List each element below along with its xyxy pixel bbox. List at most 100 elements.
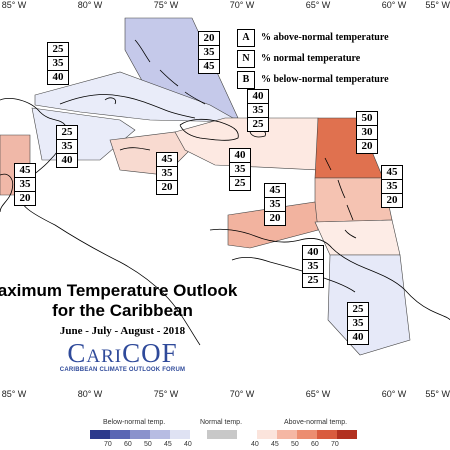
longitude-labels-top: 85° W 80° W 75° W 70° W 65° W 60° W 55° W (2, 0, 450, 10)
prob-box-lesser-antilles-south: 45 35 20 (381, 165, 403, 208)
legend-key-normal: N (237, 49, 255, 68)
colorbar-swatch (110, 430, 130, 439)
legend-key-above: A (237, 28, 255, 47)
prob-box-lesser-antilles-north: 50 30 20 (356, 111, 378, 154)
prob-below: 20 (386, 194, 398, 206)
prob-below: 45 (203, 60, 215, 72)
prob-normal: 35 (48, 57, 68, 71)
colorbar-below (90, 430, 190, 439)
region-cuba (34, 71, 241, 123)
longitude-label: 85° W (2, 389, 27, 399)
colorbar-tick: 60 (311, 441, 319, 448)
prob-normal: 35 (265, 198, 285, 212)
prob-below: 40 (61, 154, 73, 166)
prob-box-trinidad: 40 35 25 (302, 245, 324, 288)
prob-above: 20 (199, 32, 219, 46)
colorbar-tick: 60 (124, 441, 132, 448)
prob-below: 40 (52, 71, 64, 83)
prob-above: 45 (382, 166, 402, 180)
colorbar-tick: 50 (291, 441, 299, 448)
prob-normal: 35 (157, 167, 177, 181)
longitude-label: 70° W (230, 0, 255, 10)
prob-normal: 35 (248, 104, 268, 118)
colorbar-tick: 70 (104, 441, 112, 448)
title-line-1: Maximum Temperature Outlook (0, 281, 238, 300)
longitude-label: 65° W (306, 0, 331, 10)
prob-box-guianas: 25 35 40 (347, 302, 369, 345)
legend-text-below: % below-normal temperature (261, 74, 389, 85)
region-jamaica (109, 131, 191, 176)
category-legend: A % above-normal temperature N % normal … (237, 27, 389, 90)
colorbar-swatch (257, 430, 277, 439)
legend-text-normal: % normal temperature (261, 53, 361, 64)
colorbar-tick: 50 (144, 441, 152, 448)
colorbar-swatch (317, 430, 337, 439)
colorbar-swatch (130, 430, 150, 439)
prob-above: 45 (15, 164, 35, 178)
prob-below: 25 (252, 118, 264, 130)
prob-below: 20 (361, 140, 373, 152)
caricof-subtitle: CARIBBEAN CLIMATE OUTLOOK FORUM (59, 367, 186, 373)
legend-text-above: % above-normal temperature (261, 32, 389, 43)
prob-above: 25 (48, 43, 68, 57)
legend-key-below: B (237, 70, 255, 89)
prob-box-hispaniola: 40 35 25 (229, 148, 251, 191)
colorbar-swatch (297, 430, 317, 439)
colorbar-tick: 45 (271, 441, 279, 448)
prob-box-central-america: 45 35 20 (14, 163, 36, 206)
prob-above: 50 (357, 112, 377, 126)
colorbar-tick: 70 (331, 441, 339, 448)
prob-above: 25 (348, 303, 368, 317)
region-trinidad (314, 219, 401, 256)
longitude-label: 65° W (306, 389, 331, 399)
colorbar-tick: 40 (251, 441, 259, 448)
longitude-label: 60° W (382, 0, 407, 10)
colorbar-swatch (150, 430, 170, 439)
longitude-label: 80° W (78, 389, 103, 399)
prob-normal: 30 (357, 126, 377, 140)
longitude-label: 80° W (78, 0, 103, 10)
title-block: Maximum Temperature Outlook for the Cari… (0, 281, 245, 373)
prob-box-cayman: 25 35 40 (56, 125, 78, 168)
colorbar-tick: 45 (164, 441, 172, 448)
longitude-label: 55° W (425, 389, 450, 399)
colorbar-swatch (277, 430, 297, 439)
colorbar-above (257, 430, 357, 439)
legend-row-below: B % below-normal temperature (237, 69, 389, 90)
prob-normal: 35 (382, 180, 402, 194)
longitude-label: 70° W (230, 389, 255, 399)
prob-normal: 35 (303, 260, 323, 274)
season-dates: June - July - August - 2018 (59, 325, 186, 337)
prob-below: 20 (161, 181, 173, 193)
prob-box-turks-caicos: 40 35 25 (247, 89, 269, 132)
prob-box-abc-islands: 45 35 20 (264, 183, 286, 226)
longitude-label: 85° W (2, 0, 27, 10)
title-line-2: for the Caribbean (52, 301, 193, 320)
colorbar-tick: 40 (184, 441, 192, 448)
legend-row-above: A % above-normal temperature (237, 27, 389, 48)
legend-row-normal: N % normal temperature (237, 48, 389, 69)
prob-above: 45 (157, 153, 177, 167)
longitude-label: 55° W (425, 0, 450, 10)
prob-below: 25 (307, 274, 319, 286)
colorbar-normal-title: Normal temp. (200, 419, 243, 426)
prob-below: 20 (269, 212, 281, 224)
colorbar-below-title: Below-normal temp. (103, 419, 166, 426)
caricof-logo: CariCOF (67, 338, 178, 368)
prob-normal: 35 (230, 163, 250, 177)
prob-normal: 35 (15, 178, 35, 192)
longitude-label: 60° W (382, 389, 407, 399)
prob-normal: 35 (348, 317, 368, 331)
colorbar-swatch (337, 430, 357, 439)
prob-below: 20 (19, 192, 31, 204)
prob-box-jamaica: 45 35 20 (156, 152, 178, 195)
colorbar-normal (207, 430, 237, 439)
colorbar-swatch (170, 430, 190, 439)
prob-above: 45 (265, 184, 285, 198)
longitude-label: 75° W (154, 0, 179, 10)
prob-above: 40 (248, 90, 268, 104)
prob-box-bahamas: 20 35 45 (198, 31, 220, 74)
prob-below: 25 (234, 177, 246, 189)
longitude-label: 75° W (154, 389, 179, 399)
colorbar-swatch (90, 430, 110, 439)
